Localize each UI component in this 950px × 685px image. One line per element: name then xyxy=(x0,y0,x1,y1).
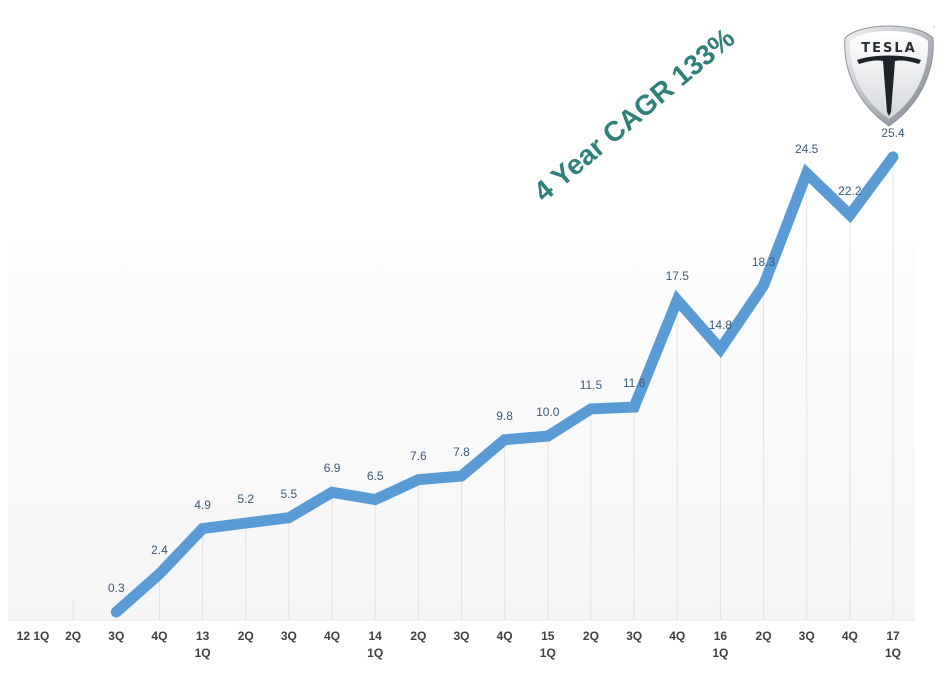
data-label: 11.5 xyxy=(579,377,603,392)
x-tick-label-top: 14 xyxy=(368,629,382,643)
x-tick-label-top: 4Q xyxy=(669,629,686,643)
x-tick-label: 3Q xyxy=(785,628,829,645)
data-line xyxy=(110,151,899,618)
data-label: 4.9 xyxy=(194,497,211,512)
x-tick-label: 2Q xyxy=(224,628,268,645)
data-label: 6.9 xyxy=(323,461,341,476)
svg-text:TESLA: TESLA xyxy=(861,41,916,56)
x-tick-label-top: 17 xyxy=(886,629,900,643)
x-tick-label: 14 1Q xyxy=(353,628,397,662)
data-label: 6.5 xyxy=(366,468,384,483)
x-tick-label: 3Q xyxy=(612,628,656,645)
x-tick-label: 4Q xyxy=(828,628,872,645)
x-tick-label: 16 1Q xyxy=(698,628,742,662)
x-tick-label: 15 1Q xyxy=(526,628,570,662)
data-label: 9.8 xyxy=(496,408,513,423)
x-tick-label-top: 4Q xyxy=(496,629,513,643)
data-label: 14.8 xyxy=(708,318,733,333)
x-tick-label-top: 4Q xyxy=(324,629,341,643)
x-tick-label-top: 3Q xyxy=(626,629,643,643)
x-tick-label: 4Q xyxy=(137,628,181,645)
x-tick-label-top: 3Q xyxy=(798,629,815,643)
x-tick-label-top: 4Q xyxy=(841,629,858,643)
x-tick-label: 12 1Q xyxy=(11,628,55,645)
x-tick-label-bottom: 1Q xyxy=(539,646,556,660)
x-tick-label-top: 3Q xyxy=(453,629,470,643)
svg-text:™: ™ xyxy=(932,26,935,32)
data-label: 22.2 xyxy=(838,183,862,198)
data-label: 0.3 xyxy=(107,580,125,595)
x-tick-label-top: 16 xyxy=(713,629,728,643)
x-tick-label-bottom: 1Q xyxy=(884,646,901,660)
x-tick-label-top: 15 xyxy=(541,629,555,643)
x-tick-label: 3Q xyxy=(94,628,138,645)
data-label: 11.6 xyxy=(622,376,646,391)
x-tick-label: 2Q xyxy=(396,628,440,645)
x-tick-label-top: 2Q xyxy=(755,629,772,643)
x-tick-label-bottom: 1Q xyxy=(194,646,211,660)
x-tick-label-top: 3Q xyxy=(280,629,297,643)
x-tick-label-top: 12 1Q xyxy=(16,629,50,643)
gridlines xyxy=(72,156,894,620)
data-label: 2.4 xyxy=(151,542,168,557)
data-label: 18.3 xyxy=(751,254,776,269)
data-label: 24.5 xyxy=(795,142,819,157)
x-tick-label: 3Q xyxy=(440,628,484,645)
data-label: 25.4 xyxy=(881,125,905,140)
x-tick-label: 4Q xyxy=(310,628,354,645)
x-tick-label: 13 1Q xyxy=(181,628,225,662)
x-tick-label-bottom: 1Q xyxy=(712,646,729,660)
data-label: 7.8 xyxy=(453,444,470,459)
x-tick-label-top: 2Q xyxy=(410,629,427,643)
data-label: 10.0 xyxy=(536,405,560,420)
data-label: 7.6 xyxy=(410,448,427,463)
data-label: 17.5 xyxy=(665,269,689,284)
x-tick-label: 2Q xyxy=(51,628,95,645)
x-tick-label: 2Q xyxy=(742,628,786,645)
tesla-logo-icon: TESLA ™ xyxy=(844,25,935,127)
x-tick-label-top: 2Q xyxy=(582,629,599,643)
x-tick-label: 4Q xyxy=(483,628,527,645)
x-tick-label-bottom: 1Q xyxy=(367,646,384,660)
x-tick-label-top: 2Q xyxy=(237,629,254,643)
x-tick-label-top: 2Q xyxy=(65,629,82,643)
data-label: 5.2 xyxy=(237,492,255,507)
x-tick-label-top: 13 xyxy=(195,629,210,643)
x-tick-label: 2Q xyxy=(569,628,613,645)
x-tick-label: 17 1Q xyxy=(871,628,915,662)
x-tick-label-top: 3Q xyxy=(108,629,125,643)
x-tick-label: 3Q xyxy=(267,628,311,645)
x-tick-label-top: 4Q xyxy=(151,629,168,643)
x-tick-label: 4Q xyxy=(655,628,699,645)
data-label: 5.5 xyxy=(280,486,298,501)
